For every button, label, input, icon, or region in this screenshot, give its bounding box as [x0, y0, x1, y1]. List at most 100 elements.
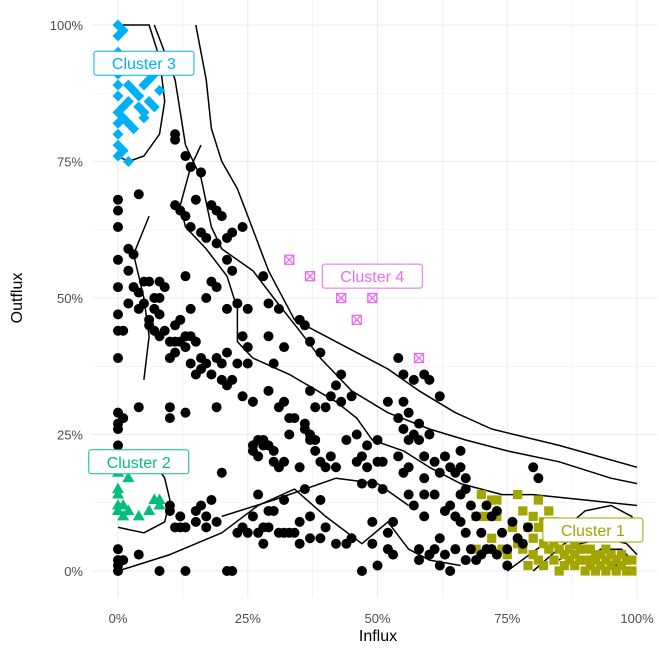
- unclustered-point: [294, 516, 305, 527]
- unclustered-point: [491, 505, 502, 516]
- unclustered-point: [263, 331, 274, 342]
- unclustered-point: [341, 434, 352, 445]
- unclustered-point: [258, 271, 269, 282]
- unclustered-point: [216, 358, 227, 369]
- unclustered-point: [211, 238, 222, 249]
- unclustered-point: [279, 456, 290, 467]
- unclustered-point: [507, 516, 518, 527]
- unclustered-point: [175, 314, 186, 325]
- unclustered-point: [517, 538, 528, 549]
- unclustered-point: [190, 194, 201, 205]
- unclustered-point: [201, 511, 212, 522]
- unclustered-point: [310, 402, 321, 413]
- cluster1-point: [616, 550, 627, 560]
- cluster1-point: [611, 566, 621, 576]
- unclustered-point: [180, 271, 191, 282]
- cluster3-point: [117, 24, 129, 36]
- unclustered-point: [154, 309, 165, 320]
- unclustered-point: [164, 413, 175, 424]
- unclustered-point: [113, 309, 123, 320]
- unclustered-point: [154, 293, 165, 303]
- x-tick-label: 0%: [109, 611, 128, 626]
- unclustered-point: [460, 484, 471, 495]
- unclustered-point: [113, 254, 123, 265]
- cluster-label-text: Cluster 2: [107, 455, 171, 472]
- unclustered-point: [336, 369, 347, 380]
- cluster1-point: [580, 544, 590, 554]
- unclustered-point: [247, 511, 258, 522]
- cluster1-point: [564, 544, 575, 554]
- cluster-label-text: Cluster 1: [561, 523, 625, 540]
- cluster2-point: [153, 493, 166, 505]
- unclustered-point: [263, 522, 274, 533]
- cluster1-point: [507, 522, 518, 532]
- cluster1-point: [481, 511, 492, 521]
- cluster1-point: [590, 555, 601, 565]
- cluster4-point: [304, 271, 316, 282]
- unclustered-point: [299, 320, 310, 331]
- y-axis-ticks: 0% 25% 50% 75% 100%: [50, 18, 84, 579]
- cluster1-point: [596, 560, 606, 571]
- unclustered-point: [268, 505, 279, 516]
- cluster2-point: [122, 471, 135, 483]
- unclustered-point: [211, 402, 222, 413]
- cluster1-point: [487, 495, 497, 505]
- unclustered-point: [460, 473, 471, 484]
- unclustered-point: [175, 511, 186, 522]
- unclustered-point: [133, 189, 144, 200]
- unclustered-point: [362, 440, 373, 451]
- unclustered-point: [419, 473, 430, 484]
- unclustered-point: [201, 358, 212, 369]
- unclustered-point: [216, 211, 227, 222]
- unclustered-point: [113, 353, 123, 364]
- cluster-labels: Cluster 1 Cluster 2 Cluster 3 Cluster 4: [88, 50, 644, 543]
- unclustered-point: [362, 462, 373, 473]
- cluster1-point: [564, 555, 575, 565]
- cluster1-point: [476, 489, 486, 500]
- cluster2-point: [117, 509, 130, 521]
- unclustered-point: [491, 549, 502, 560]
- unclustered-point: [346, 533, 357, 544]
- unclustered-point: [279, 495, 290, 506]
- unclustered-point: [388, 549, 399, 560]
- unclustered-point: [242, 358, 253, 369]
- unclustered-point: [476, 527, 487, 538]
- unclustered-point: [305, 336, 316, 347]
- unclustered-point: [190, 516, 201, 527]
- unclustered-point: [221, 254, 232, 265]
- unclustered-point: [113, 544, 123, 555]
- cluster1-point: [471, 544, 481, 554]
- unclustered-point: [113, 566, 123, 576]
- unclustered-point: [268, 445, 279, 456]
- unclustered-point: [388, 516, 399, 527]
- unclustered-point: [367, 538, 378, 549]
- unclustered-point: [325, 391, 336, 402]
- unclustered-point: [320, 462, 331, 473]
- unclustered-point: [419, 511, 430, 522]
- cluster1-point: [575, 544, 585, 554]
- cluster-label: Cluster 3: [93, 50, 195, 76]
- cluster1-point: [518, 544, 528, 554]
- unclustered-point: [408, 500, 419, 511]
- cluster1-point: [492, 511, 502, 521]
- unclustered-point: [185, 358, 196, 369]
- unclustered-point: [367, 478, 378, 489]
- unclustered-point: [450, 544, 461, 555]
- unclustered-point: [523, 522, 534, 533]
- unclustered-point: [113, 205, 123, 216]
- cluster1-point: [627, 555, 637, 565]
- unclustered-point: [201, 232, 212, 243]
- cluster1-point: [513, 489, 523, 500]
- unclustered-point: [206, 369, 217, 380]
- x-axis-ticks: 0% 25% 50% 75% 100%: [109, 611, 654, 626]
- cluster1-point: [528, 511, 538, 521]
- y-tick-label: 50%: [57, 291, 83, 306]
- unclustered-point: [403, 462, 414, 473]
- cluster2-point: [143, 504, 156, 515]
- cluster1-point: [570, 539, 580, 549]
- cluster1-point: [575, 555, 585, 565]
- unclustered-point: [242, 527, 253, 538]
- cluster1-point: [538, 539, 549, 549]
- unclustered-point: [144, 276, 155, 287]
- density-contour: [195, 24, 638, 469]
